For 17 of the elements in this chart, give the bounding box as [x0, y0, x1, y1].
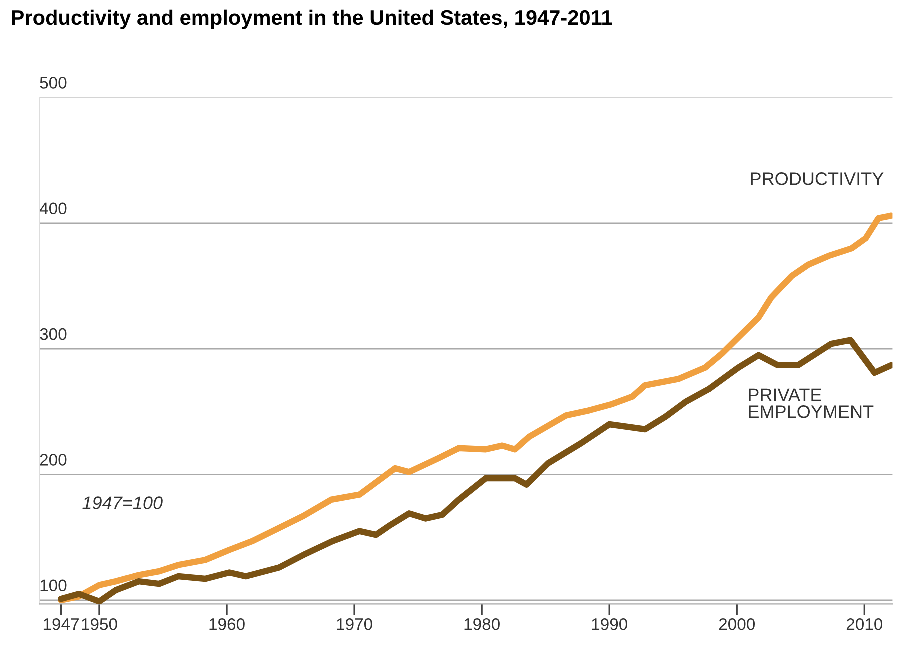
annotation: 1947=100: [82, 496, 163, 510]
x-tick-label: 1970: [337, 618, 372, 630]
x-tick-label: 1990: [592, 618, 628, 630]
y-tick-label: 200: [40, 454, 67, 466]
x-tick-label: 2000: [719, 618, 756, 630]
series-label: PRODUCTIVITY: [751, 172, 884, 186]
x-tick-label: 1960: [210, 618, 245, 630]
chart-title: Productivity and employment in the United States, 1947-2011: [12, 10, 612, 30]
series-label: PRIVATE EMPLOYMENT: [749, 388, 874, 418]
x-tick-label: 1980: [464, 618, 500, 630]
y-tick-label: 500: [40, 77, 67, 89]
x-tick-label: 1947: [44, 618, 79, 630]
y-tick-label: 400: [40, 202, 67, 215]
x-tick-label: 2010: [846, 618, 883, 630]
y-tick-label: 300: [40, 328, 67, 340]
y-tick-label: 100: [40, 580, 67, 592]
x-tick-label: 1950: [82, 618, 118, 630]
